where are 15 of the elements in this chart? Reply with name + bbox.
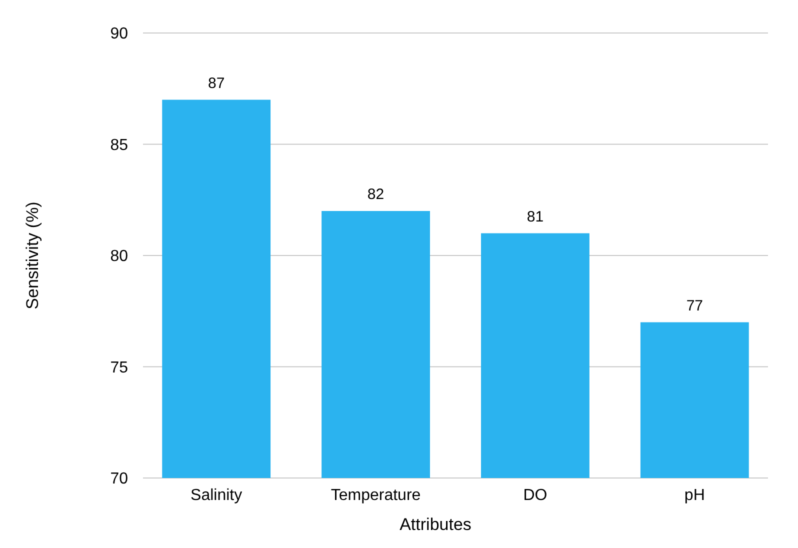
y-axis-title: Sensitivity (%) — [23, 202, 42, 310]
y-tick-label: 80 — [110, 248, 128, 266]
x-tick-label: Temperature — [330, 487, 421, 504]
x-tick-label: pH — [684, 487, 705, 504]
x-tick-label: Salinity — [190, 487, 242, 504]
y-tick-label: 75 — [110, 359, 128, 376]
y-tick-label: 85 — [110, 136, 128, 154]
y-tick-label: 70 — [110, 470, 128, 488]
data-label: 81 — [526, 208, 544, 226]
data-label: 77 — [686, 297, 703, 314]
y-tick-label: 90 — [110, 26, 128, 43]
x-tick-label: DO — [523, 487, 548, 504]
data-label: 87 — [208, 74, 225, 92]
x-axis-title: Attributes — [400, 515, 472, 534]
data-label: 82 — [367, 186, 384, 203]
